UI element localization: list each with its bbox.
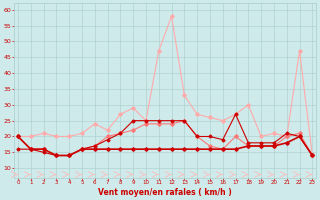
X-axis label: Vent moyen/en rafales ( km/h ): Vent moyen/en rafales ( km/h ) [98, 188, 232, 197]
